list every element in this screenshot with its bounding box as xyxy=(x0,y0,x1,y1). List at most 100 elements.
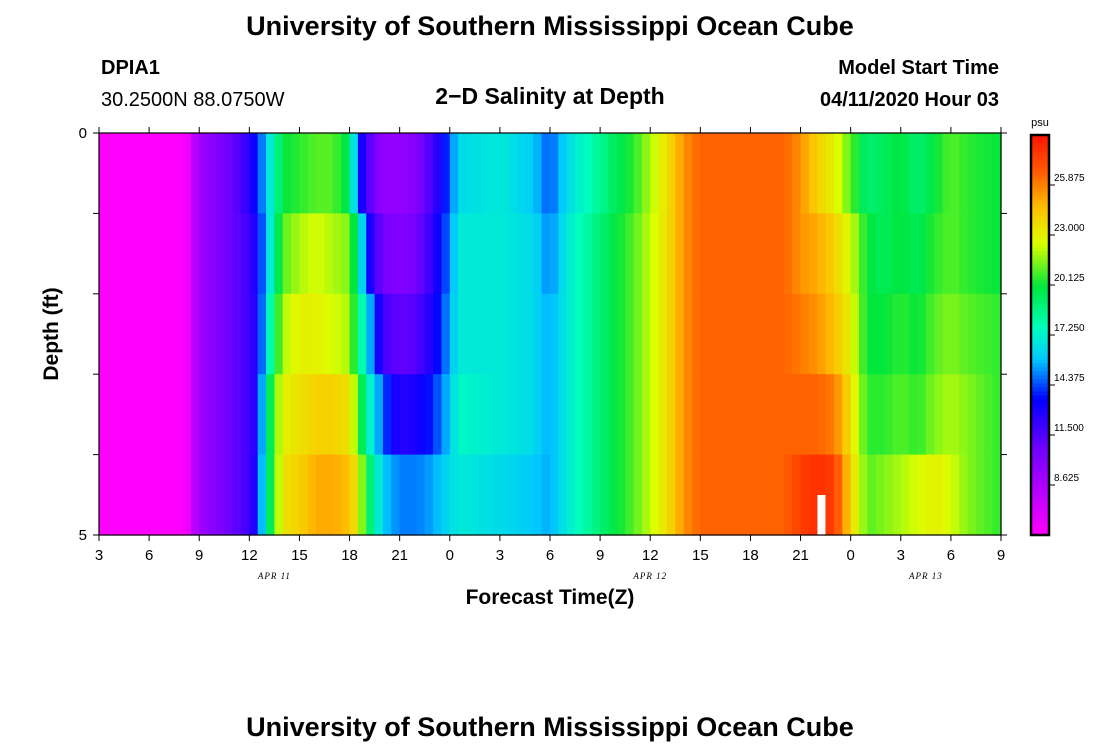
heatmap-cell xyxy=(575,213,585,295)
heatmap-cell xyxy=(449,133,459,214)
heatmap-cell xyxy=(391,454,401,536)
model-start-value: 04/11/2020 Hour 03 xyxy=(820,89,999,111)
colorbar-segment xyxy=(1031,507,1049,512)
missing-data-mark xyxy=(817,495,826,535)
heatmap-cell xyxy=(240,213,250,295)
colorbar-segment xyxy=(1031,279,1049,284)
heatmap-cell xyxy=(700,454,710,536)
heatmap-cell xyxy=(783,293,793,375)
heatmap-cell xyxy=(884,454,894,536)
colorbar-segment xyxy=(1031,471,1049,476)
heatmap-cell xyxy=(558,374,568,456)
heatmap-cell xyxy=(240,374,250,456)
heatmap-cell xyxy=(324,133,334,214)
heatmap-cell xyxy=(266,454,275,536)
heatmap-cell xyxy=(224,213,234,295)
heatmap-cell xyxy=(934,374,944,456)
colorbar-segment xyxy=(1031,215,1049,220)
heatmap-cell xyxy=(341,133,351,214)
heatmap-cell xyxy=(99,454,108,536)
heatmap-cell xyxy=(266,213,275,295)
colorbar-segment xyxy=(1031,467,1049,472)
heatmap-cell xyxy=(900,293,910,375)
heatmap-cell xyxy=(591,374,601,456)
heatmap-cell xyxy=(115,374,125,456)
heatmap-cell xyxy=(399,374,409,456)
heatmap-cell xyxy=(466,133,476,214)
heatmap-cell xyxy=(633,293,643,375)
heatmap-cell xyxy=(800,454,810,536)
heatmap-cell xyxy=(316,133,326,214)
colorbar-segment xyxy=(1031,207,1049,212)
heatmap-cell xyxy=(508,454,518,536)
heatmap-cell xyxy=(733,293,743,375)
heatmap-cell xyxy=(357,454,367,536)
heatmap-cell xyxy=(224,374,234,456)
heatmap-cell xyxy=(925,374,935,456)
station-id: DPIA1 xyxy=(101,57,160,79)
heatmap-cell xyxy=(808,374,818,456)
heatmap-cell xyxy=(633,454,643,536)
heatmap-cell xyxy=(115,293,125,375)
colorbar-unit: psu xyxy=(1031,117,1049,129)
heatmap-cell xyxy=(917,374,927,456)
heatmap-cell xyxy=(282,213,292,295)
heatmap-cell xyxy=(257,293,267,375)
x-tick-label: 6 xyxy=(947,547,955,564)
heatmap-cell xyxy=(616,374,626,456)
heatmap-cell xyxy=(591,293,601,375)
heatmap-cell xyxy=(992,374,1002,456)
heatmap-cell xyxy=(708,293,718,375)
heatmap-cell xyxy=(658,213,668,295)
heatmap-cell xyxy=(382,374,392,456)
heatmap-cell xyxy=(199,374,209,456)
colorbar-tick-label: 11.500 xyxy=(1054,423,1084,434)
heatmap-cell xyxy=(666,454,676,536)
heatmap-cell xyxy=(316,454,326,536)
heatmap-cell xyxy=(124,454,134,536)
heatmap-cell xyxy=(650,454,660,536)
heatmap-cell xyxy=(307,213,317,295)
heatmap-cell xyxy=(775,454,785,536)
heatmap-cell xyxy=(892,133,902,214)
colorbar-segment xyxy=(1031,335,1049,340)
heatmap-cell xyxy=(533,213,543,295)
heatmap-cell xyxy=(850,293,860,375)
heatmap-cell xyxy=(641,454,651,536)
heatmap-cell xyxy=(633,133,643,214)
heatmap-cell xyxy=(491,374,501,456)
date-label: APR 13 xyxy=(908,571,943,581)
heatmap-cell xyxy=(725,213,735,295)
heatmap-cell xyxy=(299,293,309,375)
heatmap-cell xyxy=(633,374,643,456)
colorbar: psu 8.625 11.500 14.375 17.250 20.125 23.000 25… xyxy=(1029,117,1085,537)
heatmap-cell xyxy=(708,454,718,536)
heatmap-cell xyxy=(408,454,417,536)
heatmap-cell xyxy=(892,293,902,375)
heatmap-cell xyxy=(608,374,618,456)
colorbar-segment xyxy=(1031,495,1049,500)
heatmap-cell xyxy=(641,213,651,295)
heatmap-cell xyxy=(491,293,501,375)
colorbar-segment xyxy=(1031,239,1049,244)
heatmap-cell xyxy=(357,374,367,456)
heatmap-cell xyxy=(199,213,209,295)
heatmap-cell xyxy=(925,293,935,375)
heatmap-cell xyxy=(717,454,726,536)
heatmap-cell xyxy=(516,293,526,375)
heatmap-cell xyxy=(833,454,843,536)
heatmap-cell xyxy=(424,293,434,375)
heatmap-cell xyxy=(909,374,919,456)
heatmap-cell xyxy=(474,133,484,214)
colorbar-segment xyxy=(1031,459,1049,464)
heatmap-cell xyxy=(416,133,426,214)
colorbar-segment xyxy=(1031,219,1049,224)
colorbar-segment xyxy=(1031,343,1049,348)
heatmap-cell xyxy=(449,454,459,536)
x-tick-label: 0 xyxy=(846,547,854,564)
colorbar-segment xyxy=(1031,179,1049,184)
heatmap-cell xyxy=(249,374,259,456)
heatmap-cell xyxy=(792,293,802,375)
date-label: APR 12 xyxy=(632,571,667,581)
colorbar-segment xyxy=(1031,139,1049,144)
